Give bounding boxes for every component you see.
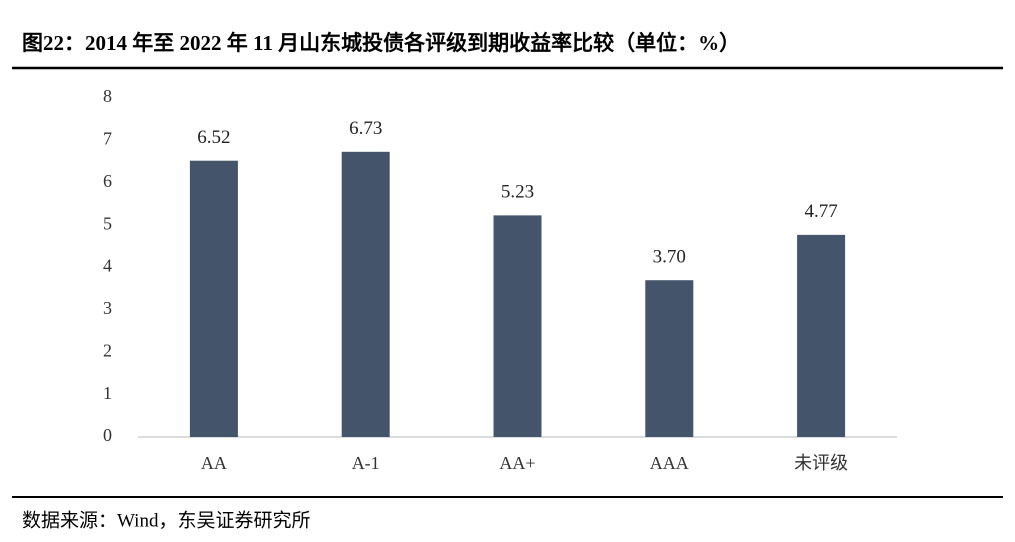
chart-title: 图22：2014 年至 2022 年 11 月山东城投债各评级到期收益率比较（单… (22, 31, 740, 55)
x-tick-label: A-1 (352, 453, 380, 473)
bar (645, 280, 694, 437)
value-label: 3.70 (653, 247, 686, 268)
y-tick-label: 7 (103, 129, 112, 149)
source-note: 数据来源：Wind，东吴证券研究所 (22, 509, 310, 531)
value-label: 5.23 (501, 182, 534, 203)
bar (493, 215, 542, 437)
y-tick-label: 4 (103, 256, 112, 276)
x-tick-label: AAA (650, 453, 689, 473)
x-tick-label: AA (201, 453, 227, 473)
y-tick-label: 6 (103, 171, 112, 191)
y-tick-label: 8 (103, 86, 112, 106)
y-tick-label: 1 (103, 383, 112, 403)
x-tick-label: 未评级 (794, 453, 848, 473)
y-tick-label: 5 (103, 213, 112, 233)
y-tick-label: 3 (103, 298, 112, 318)
value-label: 6.73 (349, 118, 382, 139)
x-tick-label: AA+ (499, 453, 535, 473)
bar (189, 160, 238, 437)
value-label: 4.77 (804, 201, 837, 222)
bar (797, 234, 846, 437)
value-label: 6.52 (197, 127, 230, 148)
y-tick-label: 2 (103, 340, 112, 360)
y-tick-label: 0 (103, 425, 112, 445)
bar (341, 151, 390, 437)
